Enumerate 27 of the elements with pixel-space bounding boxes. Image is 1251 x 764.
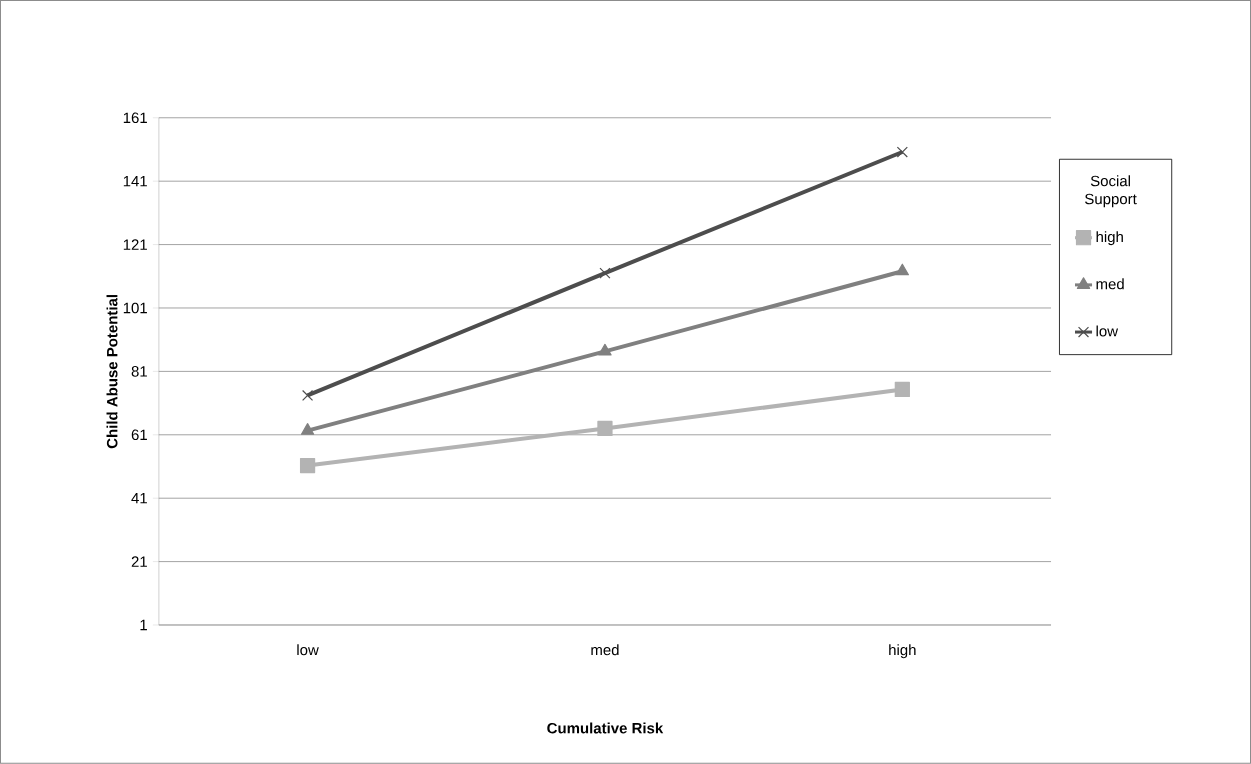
y-tick-label: 61 [131,429,147,441]
point [300,423,315,435]
y-tick-label: 121 [123,239,147,250]
point [302,389,314,402]
point [299,458,316,474]
legend-title: Social Support [1085,175,1137,208]
x-tick-label: med [591,644,619,656]
point [896,146,908,158]
point [597,420,613,437]
y-tick-label: 81 [131,366,147,377]
y-tick-label: 21 [131,556,147,567]
y-tick-label: 1 [140,619,147,631]
legend-label: low [1096,325,1119,337]
y-axis-title: Child Abuse Potential [106,295,118,449]
x-tick-label: low [297,644,319,656]
y-tick-label: 141 [123,176,147,187]
y-tick-label: 101 [123,302,147,314]
y-tick-label: 161 [123,112,147,124]
point [599,267,611,279]
y-tick-label: 41 [131,493,147,504]
point [598,343,612,356]
legend-label: med [1096,278,1124,290]
point [895,263,910,276]
x-axis-title: Cumulative Risk [547,722,664,734]
x-tick-label: high [889,644,916,659]
point [894,381,910,398]
legend-label: high [1096,231,1123,246]
